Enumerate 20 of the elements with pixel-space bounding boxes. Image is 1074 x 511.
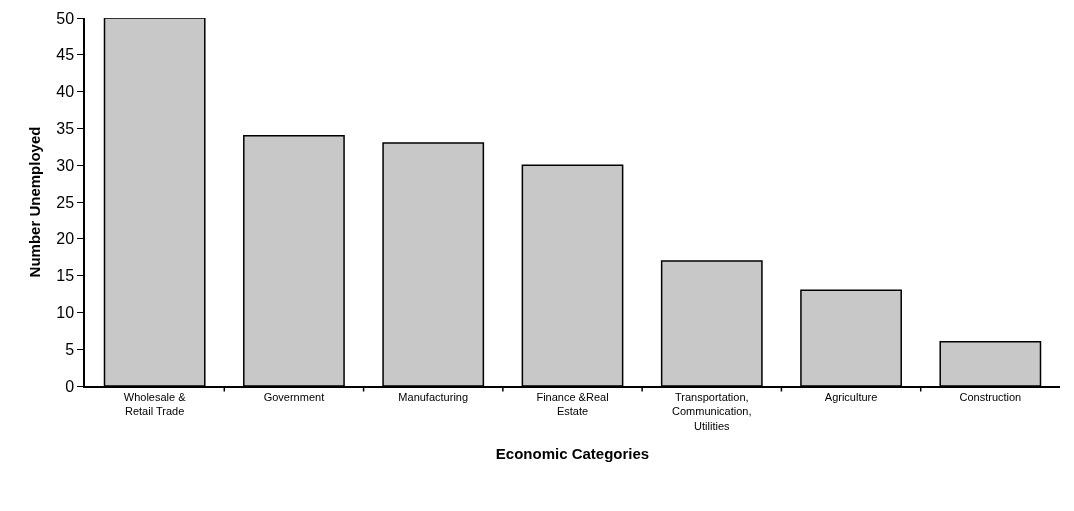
x-tick-label: Construction bbox=[959, 390, 1022, 403]
x-axis-title: Economic Categories bbox=[495, 445, 650, 463]
x-tick-label: Finance &Real Estate bbox=[536, 390, 609, 418]
y-tick-label: 0 bbox=[65, 377, 75, 395]
x-tick-label: Agriculture bbox=[824, 390, 878, 403]
y-tick-label: 30 bbox=[56, 156, 75, 174]
y-axis-title: Number Unemployed bbox=[26, 126, 43, 278]
x-tick-label: Wholesale & Retail Trade bbox=[123, 390, 187, 418]
y-tick-label: 25 bbox=[56, 193, 75, 211]
y-tick-label: 10 bbox=[56, 304, 75, 321]
y-tick-label: 5 bbox=[65, 340, 75, 358]
x-tick-label: Government bbox=[263, 390, 325, 403]
y-tick-label: 15 bbox=[56, 267, 75, 285]
y-tick-label: 35 bbox=[56, 120, 75, 137]
y-tick-label: 50 bbox=[56, 9, 75, 27]
x-tick-label: Transportation, Communication, Utilities bbox=[672, 390, 752, 432]
y-tick-label: 20 bbox=[56, 230, 75, 248]
x-tick-label: Manufacturing bbox=[398, 390, 469, 403]
y-tick-label: 45 bbox=[56, 46, 75, 64]
y-tick-label: 40 bbox=[56, 83, 75, 101]
